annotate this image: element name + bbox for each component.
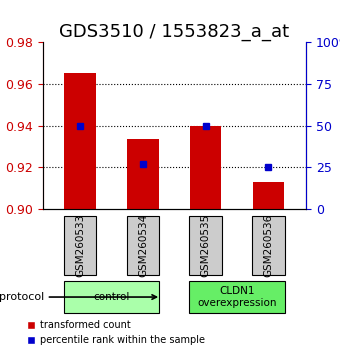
FancyBboxPatch shape [126,217,159,275]
Text: control: control [93,292,130,302]
Text: CLDN1
overexpression: CLDN1 overexpression [197,286,277,308]
Bar [127,139,158,209]
FancyBboxPatch shape [189,281,285,313]
Text: GSM260535: GSM260535 [201,214,210,277]
Text: GSM260534: GSM260534 [138,214,148,277]
FancyBboxPatch shape [252,217,285,275]
Bar [190,126,221,209]
FancyBboxPatch shape [64,281,159,313]
Text: protocol: protocol [0,292,156,302]
Bar [65,73,96,209]
Text: GSM260536: GSM260536 [264,214,273,277]
Text: GSM260533: GSM260533 [75,214,85,277]
FancyBboxPatch shape [189,217,222,275]
Title: GDS3510 / 1553823_a_at: GDS3510 / 1553823_a_at [59,23,289,41]
Bar [253,182,284,209]
FancyBboxPatch shape [64,217,97,275]
Legend: transformed count, percentile rank within the sample: transformed count, percentile rank withi… [22,316,209,349]
